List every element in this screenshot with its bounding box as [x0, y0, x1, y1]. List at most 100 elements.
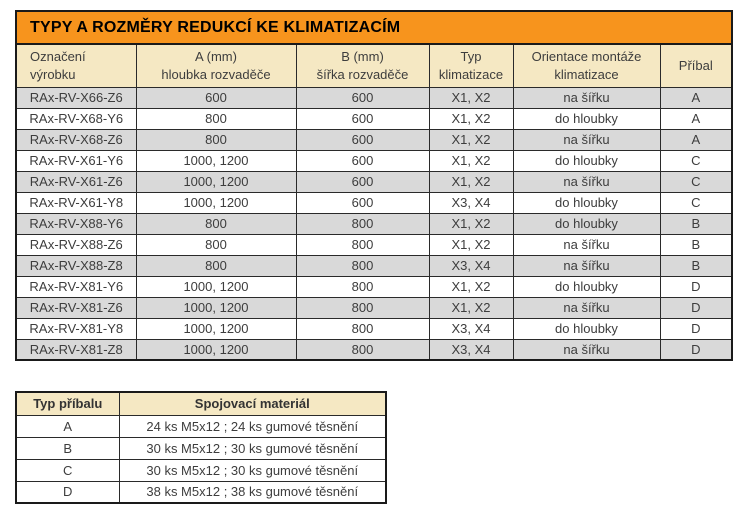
- table-cell: D: [659, 317, 733, 340]
- table-cell: C: [659, 170, 733, 193]
- table-cell: 800: [295, 254, 430, 277]
- table-cell: 1000, 1200: [135, 149, 297, 172]
- table-cell: 800: [135, 212, 297, 235]
- table-cell: 38 ks M5x12 ; 38 ks gumové těsnění: [118, 480, 387, 504]
- table-cell: 800: [295, 233, 430, 256]
- table-cell: 30 ks M5x12 ; 30 ks gumové těsnění: [118, 458, 387, 482]
- table-cell: X1, X2: [428, 107, 514, 130]
- table-cell: 800: [295, 212, 430, 235]
- table-cell: do hloubky: [512, 275, 661, 298]
- table-cell: D: [659, 296, 733, 319]
- table-cell: RAx-RV-X61-Y6: [15, 149, 137, 172]
- table-cell: 1000, 1200: [135, 170, 297, 193]
- reduction-types-table: TYPY A ROZMĚRY REDUKCÍ KE KLIMATIZACÍM O…: [15, 10, 734, 361]
- table-row: RAx-RV-X61-Y6 1000, 1200 600 X1, X2 do hloub…: [15, 149, 733, 172]
- table-cell: RAx-RV-X81-Y6: [15, 275, 137, 298]
- table-cell: do hloubky: [512, 212, 661, 235]
- table-cell: 800: [295, 296, 430, 319]
- table-row: RAx-RV-X81-Z6 1000, 1200 800 X1, X2 na šířku…: [15, 296, 733, 319]
- table-cell: na šířku: [512, 254, 661, 277]
- table-cell: RAx-RV-X88-Z6: [15, 233, 137, 256]
- table-cell: 800: [295, 275, 430, 298]
- table-cell: 1000, 1200: [135, 275, 297, 298]
- table-row: RAx-RV-X61-Y8 1000, 1200 600 X3, X4 do hloub…: [15, 191, 733, 214]
- table-row: RAx-RV-X81-Y6 1000, 1200 800 X1, X2 do hloub…: [15, 275, 733, 298]
- table-cell: do hloubky: [512, 317, 661, 340]
- table-row: A 24 ks M5x12 ; 24 ks gumové těsnění: [15, 414, 387, 438]
- accessory-pack-table: Typ příbalu Spojovací materiál A 24 ks M5…: [15, 391, 387, 504]
- table-cell: RAx-RV-X61-Y8: [15, 191, 137, 214]
- table-cell: 600: [295, 191, 430, 214]
- table-cell: na šířku: [512, 86, 661, 109]
- table-cell: 1000, 1200: [135, 191, 297, 214]
- table-row: B 30 ks M5x12 ; 30 ks gumové těsnění: [15, 436, 387, 460]
- table-cell: 1000, 1200: [135, 338, 297, 361]
- table-cell: A: [659, 86, 733, 109]
- table-cell: na šířku: [512, 338, 661, 361]
- table-row: C 30 ks M5x12 ; 30 ks gumové těsnění: [15, 458, 387, 482]
- table-cell: 30 ks M5x12 ; 30 ks gumové těsnění: [118, 436, 387, 460]
- column-header-fastening-material: Spojovací materiál: [118, 391, 387, 416]
- table-cell: RAx-RV-X61-Z6: [15, 170, 137, 193]
- table-cell: 1000, 1200: [135, 317, 297, 340]
- table-cell: X1, X2: [428, 86, 514, 109]
- table-cell: X1, X2: [428, 128, 514, 151]
- table-cell: X1, X2: [428, 212, 514, 235]
- table-row: RAx-RV-X68-Y6 800 600 X1, X2 do hloubky A: [15, 107, 733, 130]
- table-cell: C: [659, 149, 733, 172]
- table-title: TYPY A ROZMĚRY REDUKCÍ KE KLIMATIZACÍM: [15, 10, 733, 45]
- table-cell: RAx-RV-X88-Y6: [15, 212, 137, 235]
- table-cell: 800: [135, 128, 297, 151]
- table-cell: na šířku: [512, 296, 661, 319]
- table-cell: do hloubky: [512, 149, 661, 172]
- table-cell: 800: [135, 233, 297, 256]
- column-header-accessory-pack: Příbal: [659, 43, 733, 88]
- column-header-depth-a: A (mm) hloubka rozvaděče: [135, 43, 297, 88]
- table-cell: X1, X2: [428, 296, 514, 319]
- table-row: RAx-RV-X88-Z8 800 800 X3, X4 na šířku B: [15, 254, 733, 277]
- table-cell: 800: [295, 338, 430, 361]
- column-header-row: Označení výrobku A (mm) hloubka rozvaděč…: [15, 43, 733, 88]
- table-cell: do hloubky: [512, 107, 661, 130]
- table-cell: RAx-RV-X66-Z6: [15, 86, 137, 109]
- column-header-product-code: Označení výrobku: [15, 43, 137, 88]
- table-cell: RAx-RV-X68-Z6: [15, 128, 137, 151]
- table-cell: X1, X2: [428, 170, 514, 193]
- table-row: RAx-RV-X88-Y6 800 800 X1, X2 do hloubky B: [15, 212, 733, 235]
- column-header-mount-orientation: Orientace montáže klimatizace: [512, 43, 661, 88]
- table-cell: do hloubky: [512, 191, 661, 214]
- table-cell: na šířku: [512, 128, 661, 151]
- table-title-row: TYPY A ROZMĚRY REDUKCÍ KE KLIMATIZACÍM: [15, 10, 733, 45]
- table-cell: 1000, 1200: [135, 296, 297, 319]
- table-row: RAx-RV-X68-Z6 800 600 X1, X2 na šířku A: [15, 128, 733, 151]
- table-cell: C: [15, 458, 120, 482]
- table-cell: X3, X4: [428, 317, 514, 340]
- table-cell: 800: [295, 317, 430, 340]
- table-cell: B: [659, 233, 733, 256]
- accessory-pack-table-body: A 24 ks M5x12 ; 24 ks gumové těsnění B 30 k…: [15, 414, 387, 504]
- column-header-pack-type: Typ příbalu: [15, 391, 120, 416]
- accessory-header-row: Typ příbalu Spojovací materiál: [15, 391, 387, 416]
- table-cell: X1, X2: [428, 233, 514, 256]
- table-cell: C: [659, 191, 733, 214]
- table-cell: A: [659, 107, 733, 130]
- table-cell: D: [659, 275, 733, 298]
- table-row: RAx-RV-X66-Z6 600 600 X1, X2 na šířku A: [15, 86, 733, 109]
- table-row: RAx-RV-X81-Z8 1000, 1200 800 X3, X4 na šířku…: [15, 338, 733, 361]
- table-cell: B: [659, 212, 733, 235]
- table-cell: 600: [135, 86, 297, 109]
- table-cell: X3, X4: [428, 191, 514, 214]
- table-cell: na šířku: [512, 233, 661, 256]
- table-cell: D: [659, 338, 733, 361]
- table-cell: RAx-RV-X88-Z8: [15, 254, 137, 277]
- table-row: RAx-RV-X81-Y8 1000, 1200 800 X3, X4 do hloub…: [15, 317, 733, 340]
- table-cell: 600: [295, 86, 430, 109]
- table-cell: RAx-RV-X81-Y8: [15, 317, 137, 340]
- table-cell: 600: [295, 149, 430, 172]
- table-row: RAx-RV-X88-Z6 800 800 X1, X2 na šířku B: [15, 233, 733, 256]
- table-cell: RAx-RV-X68-Y6: [15, 107, 137, 130]
- table-cell: B: [659, 254, 733, 277]
- column-header-width-b: B (mm) šířka rozvaděče: [295, 43, 430, 88]
- table-cell: A: [15, 414, 120, 438]
- table-cell: X1, X2: [428, 149, 514, 172]
